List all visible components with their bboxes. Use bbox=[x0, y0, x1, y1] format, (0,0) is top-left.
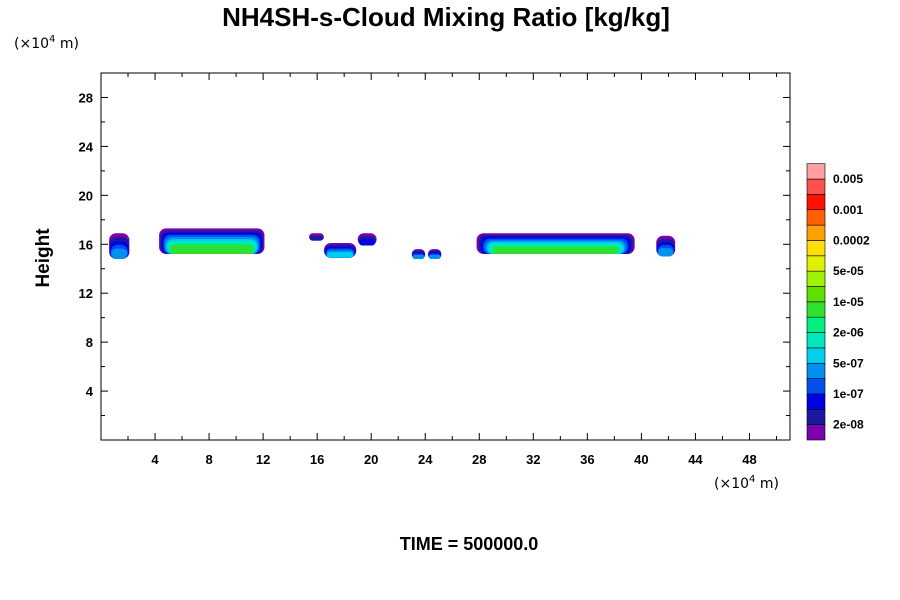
x-tick-label: 28 bbox=[472, 452, 486, 467]
colorbar-swatch bbox=[807, 302, 825, 317]
x-unit-label: (×104 m) bbox=[714, 474, 779, 492]
contour-band bbox=[413, 255, 424, 259]
contour-band bbox=[327, 252, 353, 258]
cloud-cell bbox=[309, 233, 324, 240]
cloud-field bbox=[109, 228, 675, 259]
colorbar-label: 5e-05 bbox=[833, 264, 864, 278]
colorbar-swatch bbox=[807, 225, 825, 240]
colorbar-label: 2e-06 bbox=[833, 326, 864, 340]
contour-band bbox=[310, 236, 323, 241]
y-tick-label: 8 bbox=[86, 335, 93, 350]
colorbar-swatch bbox=[807, 210, 825, 225]
y-tick-label: 28 bbox=[79, 90, 93, 105]
colorbar-swatch bbox=[807, 363, 825, 378]
colorbar-label: 0.001 bbox=[833, 203, 863, 217]
y-tick-label: 16 bbox=[79, 237, 93, 252]
cloud-cell bbox=[358, 233, 377, 245]
y-unit-label: (×104 m) bbox=[14, 34, 79, 52]
cloud-cell bbox=[477, 233, 635, 254]
x-tick-label: 12 bbox=[256, 452, 270, 467]
x-tick-label: 4 bbox=[151, 452, 159, 467]
colorbar-swatch bbox=[807, 194, 825, 209]
contour-band bbox=[429, 255, 440, 259]
x-tick-label: 24 bbox=[418, 452, 433, 467]
colorbar-swatch bbox=[807, 348, 825, 363]
colorbar-swatch bbox=[807, 394, 825, 409]
y-axis-label: Height bbox=[33, 228, 54, 288]
colorbar-label: 1e-07 bbox=[833, 387, 864, 401]
colorbar-label: 2e-08 bbox=[833, 418, 864, 432]
cloud-cell bbox=[412, 249, 426, 259]
x-tick-label: 40 bbox=[634, 452, 648, 467]
contour-band bbox=[658, 248, 673, 256]
x-tick-label: 8 bbox=[205, 452, 212, 467]
colorbar-swatch bbox=[807, 240, 825, 255]
colorbar-label: 5e-07 bbox=[833, 356, 864, 370]
x-tick-label: 20 bbox=[364, 452, 378, 467]
colorbar-swatch bbox=[807, 271, 825, 286]
y-tick-label: 24 bbox=[79, 139, 94, 154]
colorbar-label: 0.0002 bbox=[833, 233, 870, 247]
cloud-cell bbox=[159, 228, 264, 254]
y-tick-label: 4 bbox=[86, 384, 94, 399]
contour-band bbox=[111, 249, 127, 259]
cloud-cell bbox=[656, 236, 675, 257]
x-tick-label: 32 bbox=[526, 452, 540, 467]
colorbar-swatch bbox=[807, 317, 825, 332]
contour-band bbox=[170, 245, 253, 254]
y-tick-label: 12 bbox=[79, 286, 93, 301]
time-label: TIME = 500000.0 bbox=[400, 534, 539, 554]
x-tick-label: 44 bbox=[688, 452, 703, 467]
x-tick-label: 16 bbox=[310, 452, 324, 467]
colorbar-swatch bbox=[807, 333, 825, 348]
cloud-cell bbox=[428, 249, 442, 259]
x-tick-label: 36 bbox=[580, 452, 594, 467]
colorbar-swatch bbox=[807, 179, 825, 194]
y-tick-label: 20 bbox=[79, 188, 93, 203]
colorbar-swatch bbox=[807, 425, 825, 440]
colorbar: 2e-08 1e-07 5e-07 2e-06 1e-05 5e-05 0.0002 0.00… bbox=[807, 164, 870, 440]
plot-frame bbox=[101, 73, 790, 440]
contour-band bbox=[359, 239, 375, 245]
cloud-cell bbox=[109, 233, 129, 259]
colorbar-swatch bbox=[807, 409, 825, 424]
colorbar-swatch bbox=[807, 164, 825, 179]
colorbar-label: 0.005 bbox=[833, 172, 863, 186]
x-tick-label: 48 bbox=[742, 452, 756, 467]
cloud-cell bbox=[324, 243, 356, 258]
colorbar-swatch bbox=[807, 287, 825, 302]
colorbar-label: 1e-05 bbox=[833, 295, 864, 309]
contour-band bbox=[493, 247, 617, 254]
colorbar-swatch bbox=[807, 379, 825, 394]
colorbar-swatch bbox=[807, 256, 825, 271]
chart-title: NH4SH-s-Cloud Mixing Ratio [kg/kg] bbox=[222, 2, 670, 32]
